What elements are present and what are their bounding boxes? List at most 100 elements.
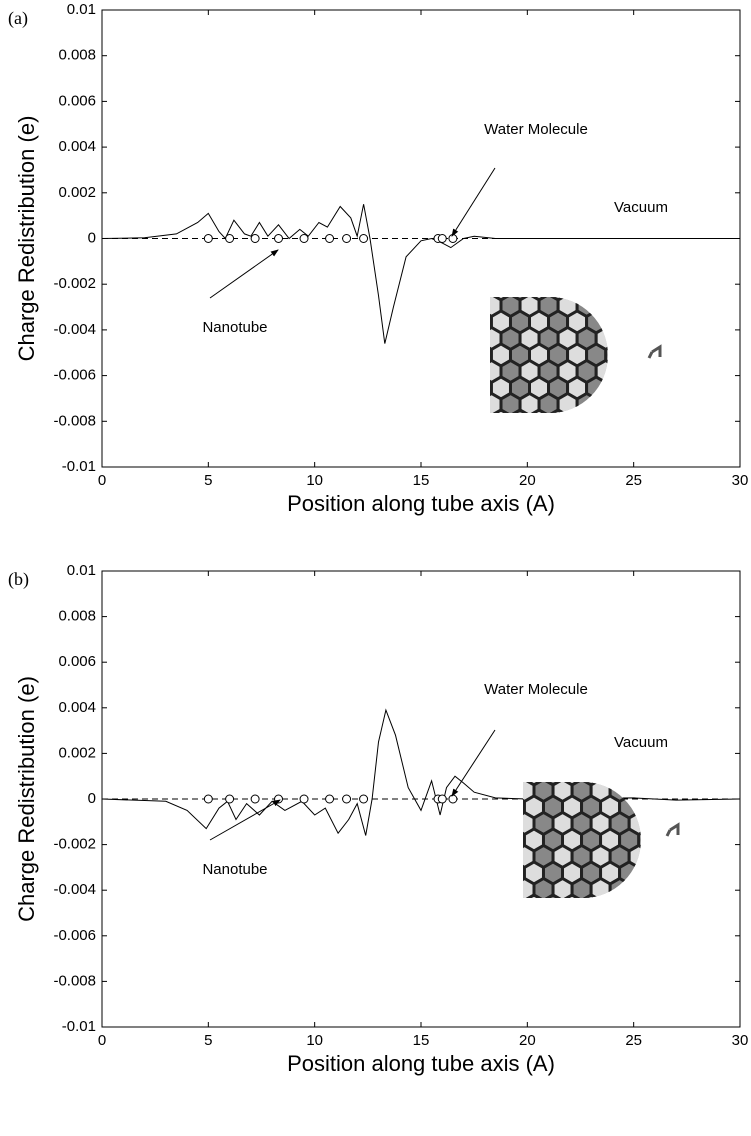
y-tick-label: 0.008 xyxy=(58,608,96,625)
water-molecule xyxy=(647,344,662,359)
annotation: Vacuum xyxy=(614,734,668,751)
hexagon xyxy=(580,782,603,787)
hexagon xyxy=(463,295,482,317)
x-tick-label: 10 xyxy=(306,1032,323,1049)
x-axis-title: Position along tube axis (A) xyxy=(287,491,555,516)
panel: 0.01 0.008 0.006 0.004 0.002 0 -0.002 -0.004 -0.… xyxy=(8,1,748,516)
hexagon xyxy=(547,408,570,413)
hexagon xyxy=(566,297,589,302)
hexagon xyxy=(594,297,608,319)
y-tick-label: 0.008 xyxy=(58,47,96,64)
hexagon xyxy=(541,893,565,898)
hexagon xyxy=(496,813,515,835)
x-tick-label: 30 xyxy=(732,472,749,489)
hexagon xyxy=(585,297,608,302)
x-tick-label: 0 xyxy=(98,1032,106,1049)
marker xyxy=(325,794,335,804)
x-tick-label: 5 xyxy=(204,1032,212,1049)
panel-label: (a) xyxy=(8,8,28,29)
hexagon xyxy=(541,782,565,787)
nanotube-image xyxy=(434,278,608,432)
hexagon xyxy=(528,408,551,413)
y-tick-label: -0.01 xyxy=(62,458,96,475)
y-tick-label: 0.004 xyxy=(58,138,96,155)
hexagon xyxy=(453,410,472,432)
x-tick-label: 5 xyxy=(204,472,212,489)
y-tick-label: -0.002 xyxy=(53,275,96,292)
marker xyxy=(342,234,352,243)
hexagon xyxy=(575,391,598,413)
hexagon xyxy=(490,408,512,413)
annotation: Vacuum xyxy=(614,199,668,216)
hexagon xyxy=(547,297,570,302)
x-axis-title: Position along tube axis (A) xyxy=(287,1051,555,1076)
x-tick-label: 20 xyxy=(519,1032,536,1049)
marker xyxy=(299,234,309,243)
hexagon xyxy=(477,813,496,835)
marker xyxy=(250,794,260,804)
hexagon xyxy=(486,829,505,851)
y-tick-label: 0 xyxy=(88,790,96,807)
hexagon xyxy=(463,328,482,350)
hexagon xyxy=(453,278,472,300)
x-tick-label: 0 xyxy=(98,472,106,489)
annotation: Nanotube xyxy=(202,319,267,336)
hexagon xyxy=(599,782,622,787)
hexagon xyxy=(594,391,608,413)
hexagon xyxy=(508,408,532,413)
hexagon xyxy=(434,410,453,432)
hexagon xyxy=(490,309,493,335)
y-tick-label: 0.004 xyxy=(58,699,96,716)
y-tick-label: 0.002 xyxy=(58,184,96,201)
hexagon xyxy=(453,311,472,333)
hexagon xyxy=(434,278,453,300)
panel: 0.01 0.008 0.006 0.004 0.002 0 -0.002 -0.004 -0.… xyxy=(8,562,748,1076)
marker xyxy=(274,794,284,804)
hexagon xyxy=(490,297,493,302)
arrow xyxy=(209,799,281,841)
marker xyxy=(250,234,260,243)
hexagon xyxy=(444,328,463,350)
y-tick-label: 0.01 xyxy=(67,562,96,579)
hexagon xyxy=(467,763,486,785)
panel-label: (b) xyxy=(8,569,29,590)
hexagon xyxy=(444,361,463,383)
hexagon xyxy=(444,394,463,416)
y-axis-title: Charge Redistribution (e) xyxy=(14,116,39,362)
marker xyxy=(359,794,369,804)
hexagon xyxy=(463,394,482,416)
hexagon xyxy=(444,295,463,317)
x-tick-label: 25 xyxy=(625,1032,642,1049)
hexagon xyxy=(523,860,526,886)
marker xyxy=(448,234,458,243)
y-tick-label: -0.008 xyxy=(53,412,96,429)
hexagon xyxy=(434,311,453,333)
hexagon xyxy=(523,827,526,853)
y-tick-label: -0.008 xyxy=(53,972,96,989)
hexagon xyxy=(453,377,472,399)
hexagon xyxy=(528,297,551,302)
marker xyxy=(203,234,213,243)
data-line xyxy=(101,204,740,344)
y-tick-label: -0.006 xyxy=(53,927,96,944)
y-tick-label: 0.006 xyxy=(58,92,96,109)
annotation: Water Molecule xyxy=(484,121,588,138)
hexagon xyxy=(523,782,545,787)
hexagon xyxy=(467,829,486,851)
hexagon xyxy=(490,375,493,401)
hexagon xyxy=(589,876,612,898)
marker xyxy=(325,234,335,243)
marker xyxy=(274,234,284,243)
hexagon xyxy=(453,344,472,366)
data-line xyxy=(101,708,741,836)
hexagon xyxy=(496,879,515,901)
marker xyxy=(299,794,309,804)
hexagon xyxy=(477,780,496,802)
hexagon xyxy=(566,408,589,413)
x-tick-label: 15 xyxy=(413,1032,430,1049)
nanotube-image xyxy=(467,763,641,901)
annotation: Water Molecule xyxy=(484,681,588,698)
hexagon xyxy=(618,782,641,787)
hexagon xyxy=(508,297,532,302)
